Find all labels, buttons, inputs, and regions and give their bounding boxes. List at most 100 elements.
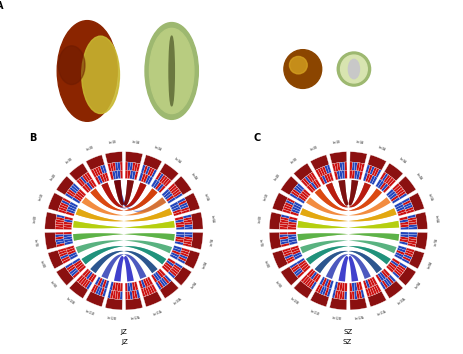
Polygon shape [110,290,114,299]
Polygon shape [350,162,352,170]
Text: chr7A: chr7A [209,238,214,247]
Polygon shape [280,236,288,240]
Polygon shape [66,191,75,198]
Polygon shape [166,195,174,202]
Polygon shape [175,262,183,269]
Polygon shape [398,191,406,198]
Polygon shape [298,195,306,202]
Polygon shape [280,227,288,229]
Polygon shape [368,165,372,174]
Polygon shape [102,173,107,182]
Polygon shape [315,188,382,211]
Polygon shape [415,212,427,229]
Polygon shape [301,179,308,187]
Polygon shape [342,283,345,291]
Polygon shape [324,279,329,287]
Polygon shape [113,162,116,171]
Polygon shape [61,256,70,262]
Polygon shape [80,278,87,285]
Polygon shape [289,216,298,221]
Polygon shape [338,180,358,206]
Polygon shape [181,209,190,214]
Polygon shape [183,217,192,221]
Polygon shape [84,280,91,288]
Polygon shape [297,271,305,278]
Polygon shape [300,240,397,253]
Text: JZ: JZ [38,15,46,24]
Polygon shape [401,198,410,204]
Polygon shape [281,267,299,286]
Polygon shape [66,264,75,271]
Polygon shape [66,245,75,250]
Polygon shape [76,275,84,282]
Polygon shape [176,224,184,227]
Text: chr10A: chr10A [397,297,407,306]
Polygon shape [127,291,131,299]
Polygon shape [358,163,362,171]
Text: chr2A: chr2A [153,145,163,152]
Polygon shape [145,175,150,184]
Polygon shape [98,166,103,175]
Polygon shape [337,282,340,291]
Polygon shape [298,221,399,228]
Polygon shape [156,183,164,192]
Polygon shape [415,232,427,250]
Polygon shape [125,291,128,299]
Polygon shape [55,234,63,237]
Polygon shape [163,276,169,284]
Polygon shape [114,180,134,206]
Polygon shape [350,283,352,291]
Polygon shape [176,227,184,230]
Polygon shape [173,264,181,271]
Polygon shape [132,162,135,171]
Polygon shape [69,268,77,275]
Polygon shape [371,167,377,176]
Polygon shape [114,180,166,212]
Polygon shape [164,275,171,282]
Polygon shape [371,277,377,285]
Polygon shape [369,278,375,286]
Polygon shape [295,185,303,192]
Polygon shape [381,270,388,278]
Polygon shape [337,171,340,179]
Text: SZ: SZ [343,339,352,345]
Polygon shape [288,232,296,235]
Polygon shape [291,209,300,214]
Polygon shape [113,291,116,299]
Text: B: B [29,133,36,143]
Polygon shape [303,276,310,284]
Polygon shape [408,236,417,240]
Polygon shape [281,241,289,245]
Polygon shape [342,291,345,299]
Polygon shape [404,252,413,257]
Polygon shape [369,166,375,175]
Polygon shape [130,282,133,291]
Polygon shape [301,263,309,271]
Polygon shape [294,202,302,208]
Polygon shape [307,279,313,287]
Polygon shape [361,164,365,172]
Text: chr12B: chr12B [107,316,118,321]
Polygon shape [339,171,343,179]
Ellipse shape [348,59,359,79]
Polygon shape [110,281,114,290]
Polygon shape [82,279,89,287]
Polygon shape [397,247,406,253]
Polygon shape [73,233,175,241]
Polygon shape [69,280,88,298]
Polygon shape [75,262,83,269]
Polygon shape [156,270,164,278]
Polygon shape [136,290,140,298]
Polygon shape [400,222,408,225]
Polygon shape [374,285,379,293]
Polygon shape [125,162,128,170]
Polygon shape [358,171,363,180]
Polygon shape [69,163,88,181]
Polygon shape [170,268,179,275]
Ellipse shape [341,55,367,83]
Polygon shape [102,183,157,209]
Polygon shape [294,254,302,260]
Polygon shape [402,256,411,262]
Polygon shape [151,284,157,292]
Polygon shape [330,152,347,164]
